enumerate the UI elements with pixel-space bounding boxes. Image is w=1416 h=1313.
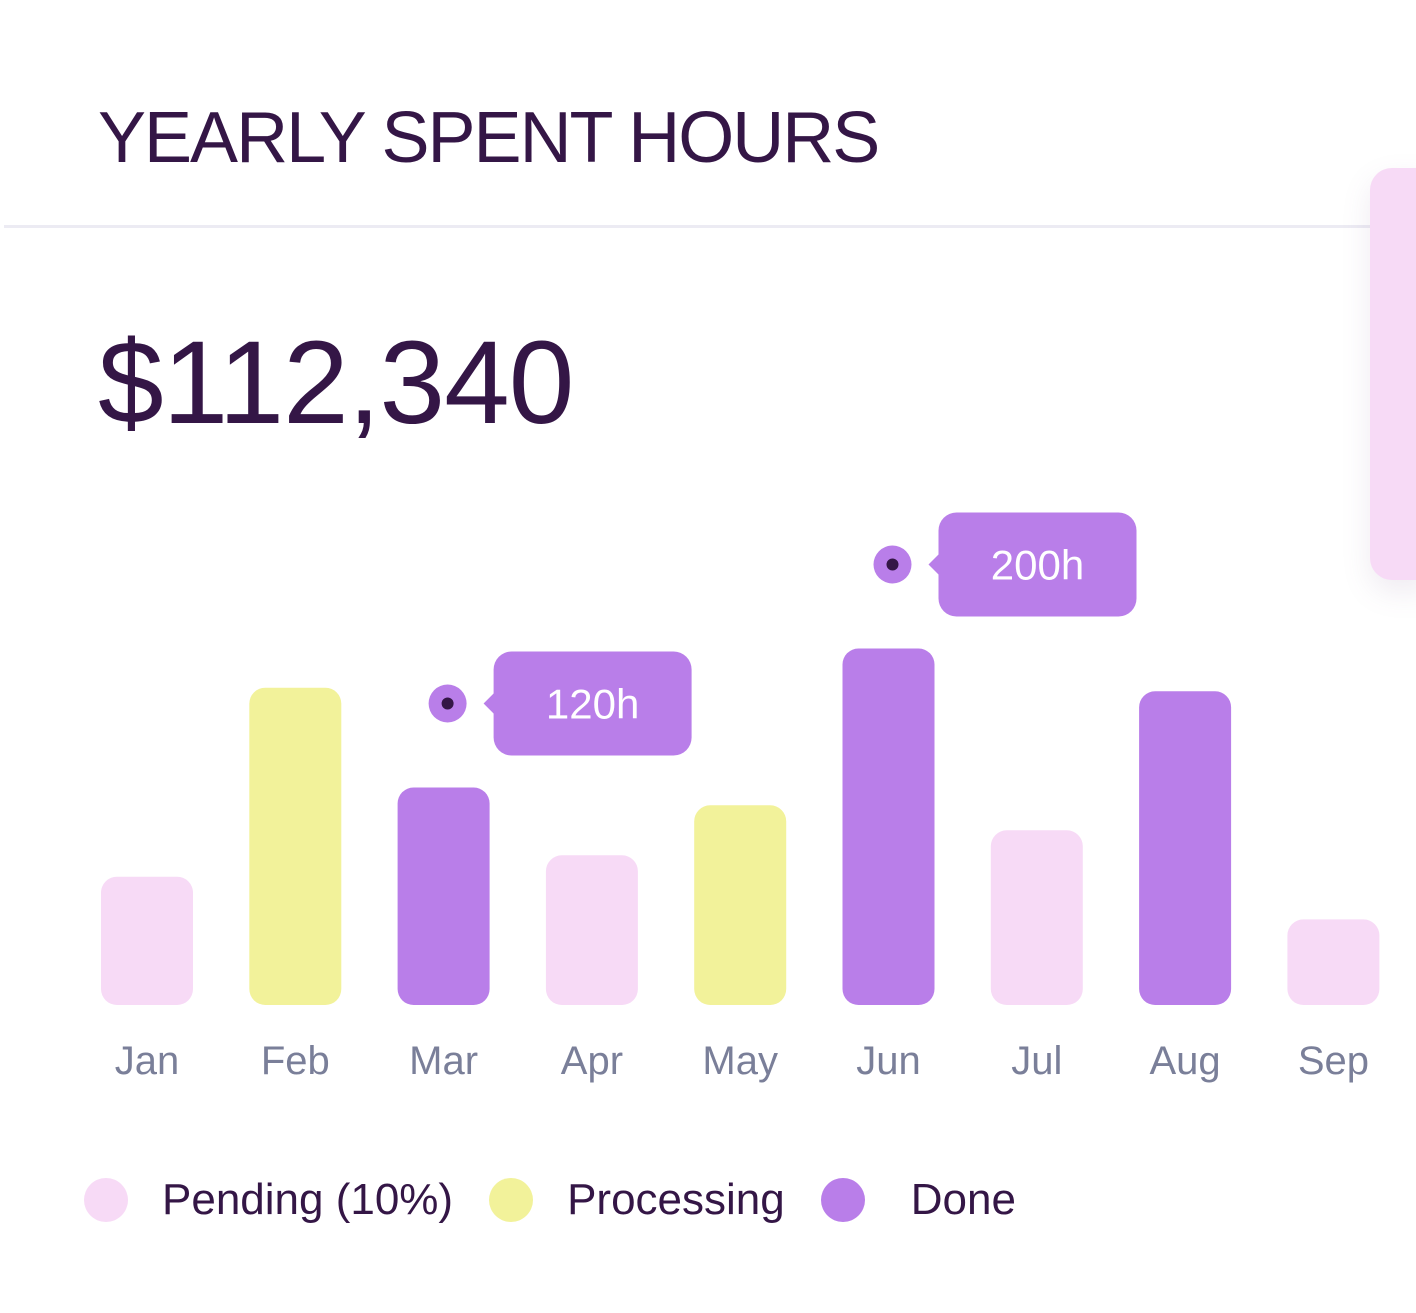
legend-item-pending: Pending (10%): [84, 1175, 453, 1225]
tooltip-box-jun: [938, 512, 1137, 617]
bar-feb[interactable]: [249, 687, 342, 1005]
chart-legend: Pending (10%) Processing Done: [84, 1170, 1052, 1230]
month-label-jul: Jul: [1011, 1039, 1062, 1083]
month-label-jun: Jun: [856, 1039, 921, 1083]
tooltip-jun: 200h: [873, 512, 1137, 617]
legend-item-processing: Processing: [489, 1175, 785, 1225]
bar-jul[interactable]: [990, 830, 1083, 1005]
tooltip-label-jun: 200h: [991, 542, 1084, 589]
bar-mar[interactable]: [397, 787, 490, 1006]
bar-sep[interactable]: [1287, 919, 1380, 1005]
tooltip-mar: 120h: [428, 651, 692, 756]
month-label-feb: Feb: [261, 1039, 330, 1083]
month-label-may: May: [702, 1039, 778, 1083]
legend-dot-done: [820, 1178, 865, 1222]
chart-title: YEARLY SPENT HOURS: [98, 98, 880, 178]
bar-jan[interactable]: [101, 876, 193, 1005]
month-label-sep: Sep: [1298, 1039, 1369, 1083]
bar-may[interactable]: [694, 805, 787, 1005]
tooltip-pointer-mar: [483, 691, 496, 716]
side-panel-edge: [1370, 168, 1416, 580]
header-divider: [4, 225, 1374, 228]
legend-label-pending: Pending (10%): [162, 1175, 454, 1224]
legend-label-processing: Processing: [567, 1175, 785, 1224]
tooltip-label-mar: 120h: [546, 681, 639, 728]
legend-item-done: Done: [820, 1175, 1016, 1225]
bar-aug[interactable]: [1139, 691, 1232, 1005]
bar-jun[interactable]: [842, 648, 935, 1006]
tooltip-box-mar: [493, 651, 692, 756]
legend-dot-processing: [489, 1178, 534, 1222]
month-label-jan: Jan: [115, 1039, 180, 1083]
tooltip-marker-center-mar: [441, 697, 454, 710]
tooltip-marker-center-jun: [886, 558, 899, 571]
tooltip-pointer-jun: [928, 552, 941, 577]
month-label-apr: Apr: [561, 1039, 623, 1083]
bar-apr[interactable]: [545, 855, 638, 1005]
month-label-mar: Mar: [409, 1039, 478, 1083]
legend-label-done: Done: [910, 1175, 1016, 1224]
month-label-aug: Aug: [1150, 1039, 1221, 1083]
total-amount: $112,340: [98, 317, 574, 449]
legend-dot-pending: [84, 1178, 128, 1222]
bar-chart: Jan Feb Mar Apr May Jun Jul Aug Sep 120h 200h: [101, 512, 1380, 1083]
